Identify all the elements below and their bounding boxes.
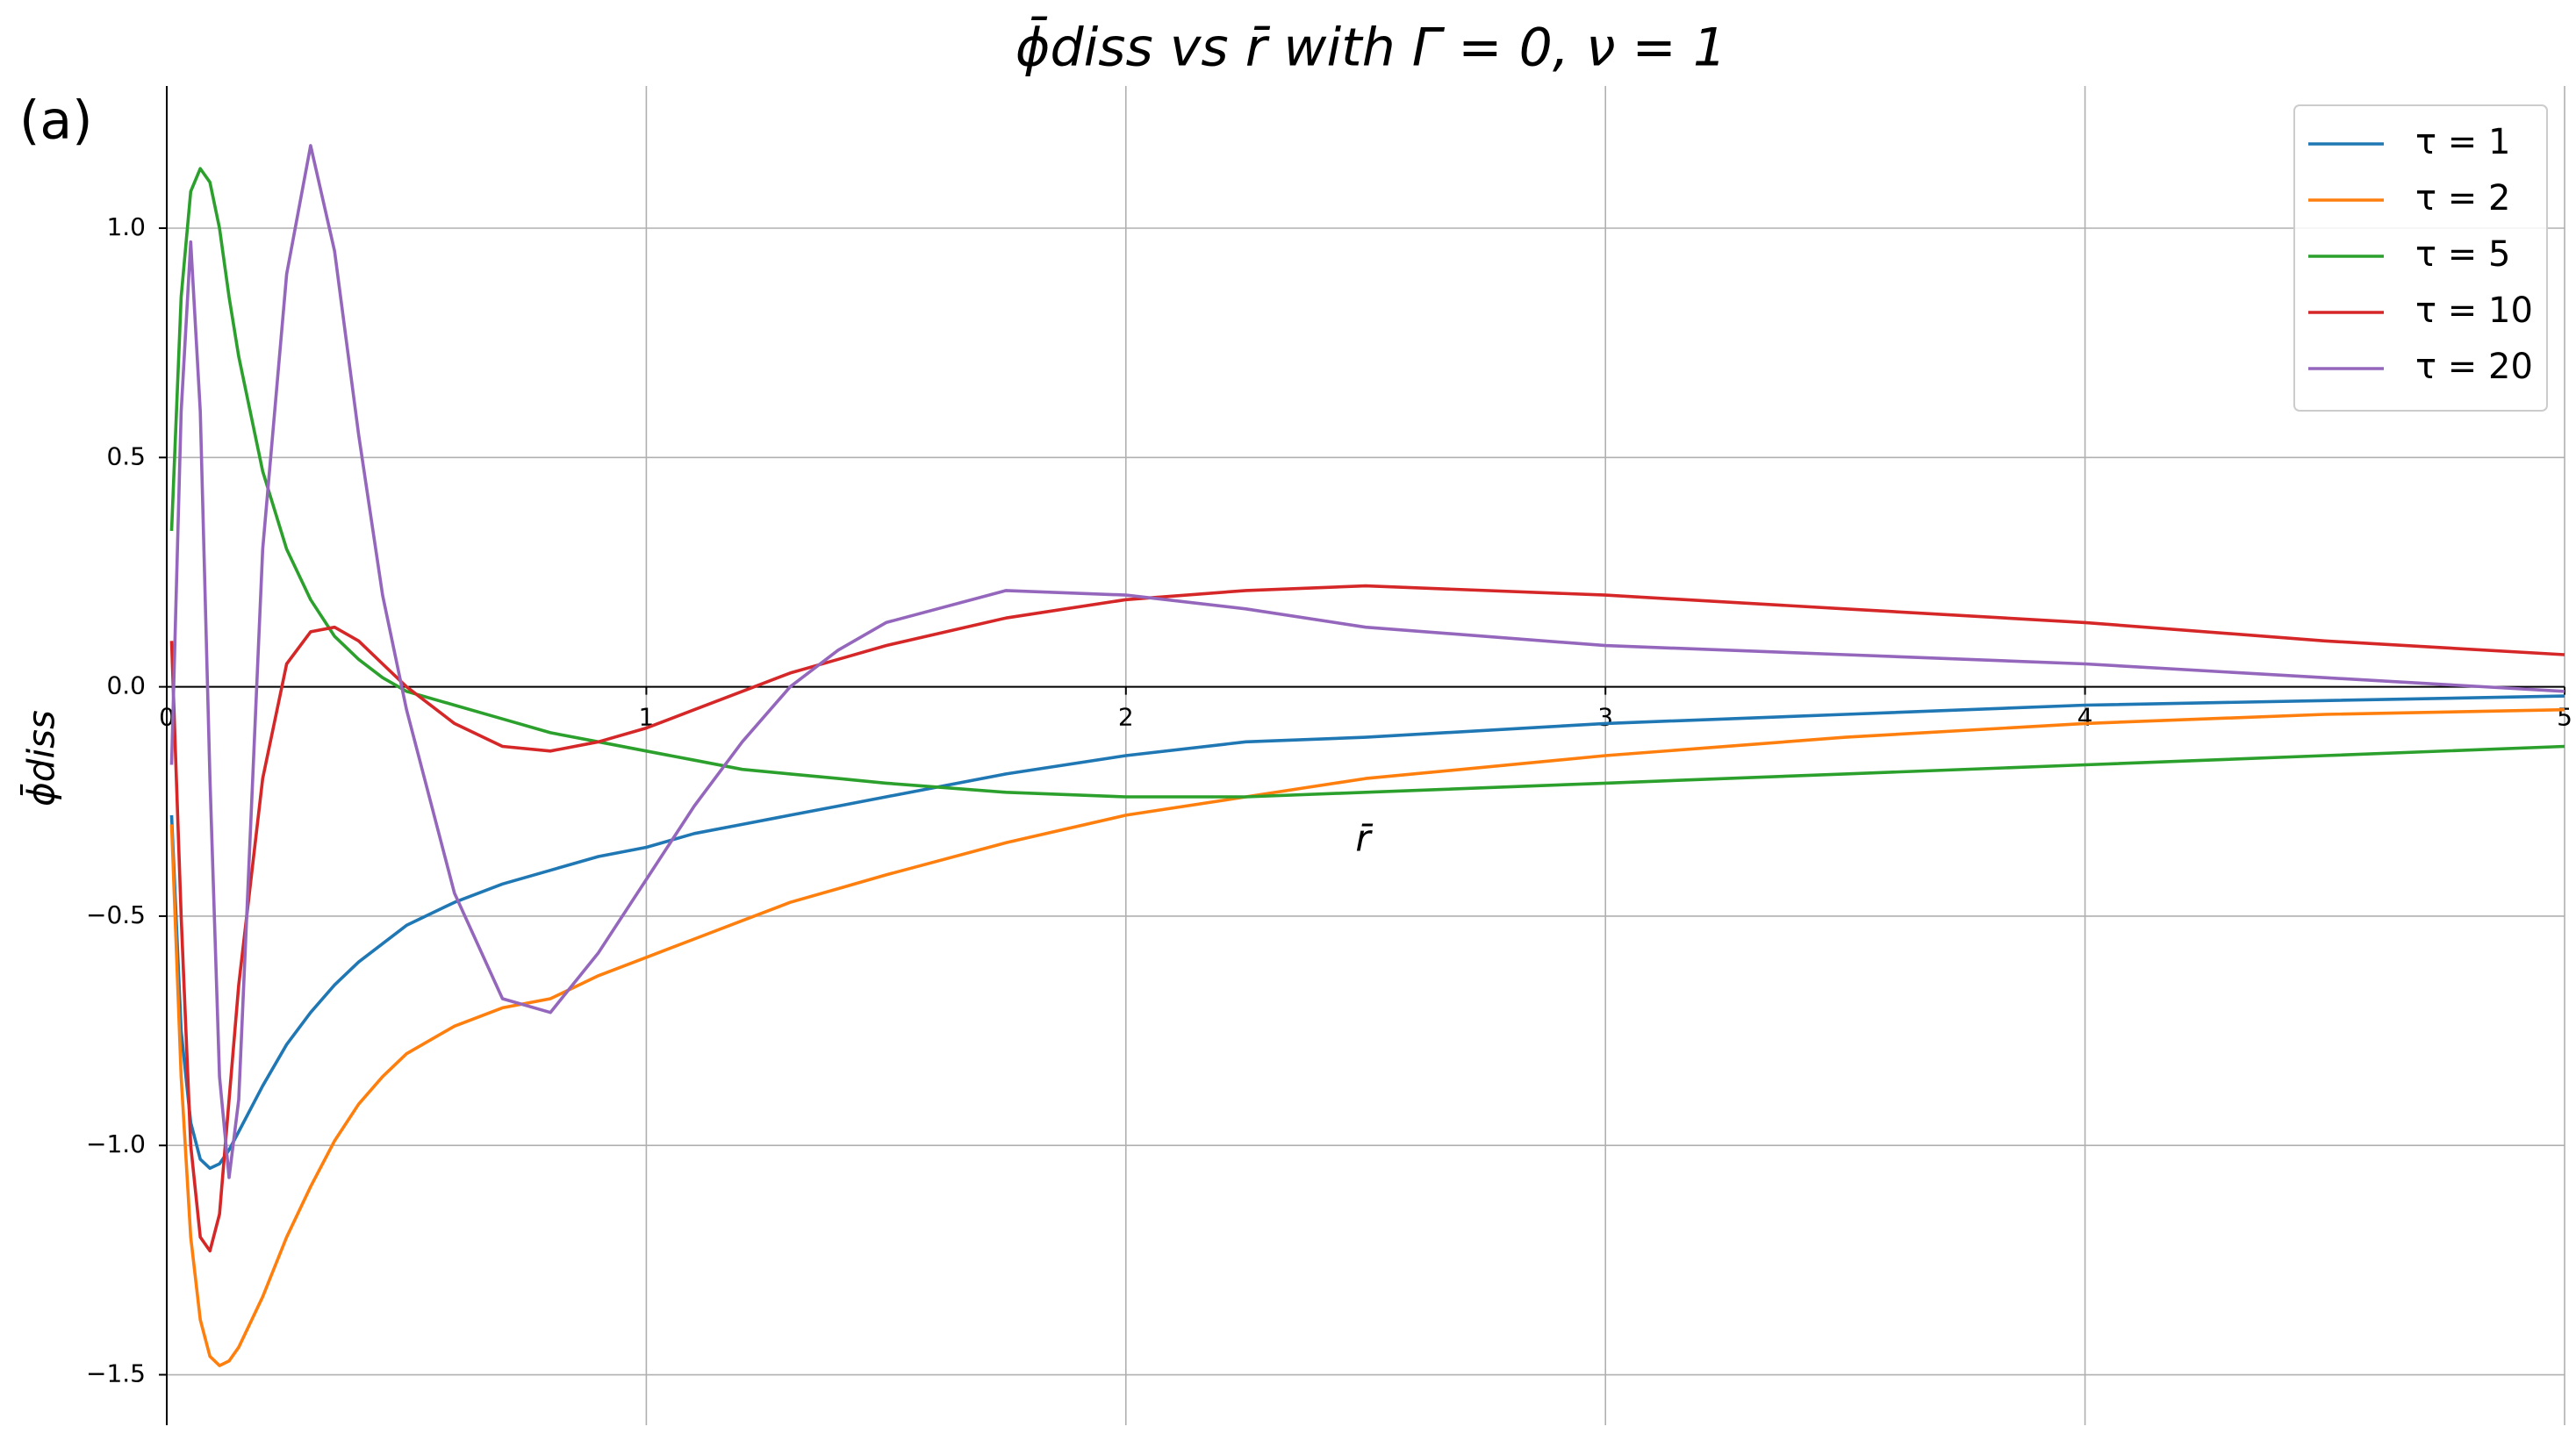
legend-label: τ = 5 [2415, 234, 2510, 275]
x-tick-label: 3 [1597, 703, 1613, 732]
legend: τ = 1 τ = 2 τ = 5 τ = 10 τ = 20 [2293, 104, 2548, 412]
line-series [169, 167, 2565, 799]
y-tick-label: 0.5 [106, 441, 146, 470]
legend-label: τ = 1 [2415, 122, 2510, 162]
y-tick-label: 0.0 [106, 671, 146, 700]
y-tick-label: −1.0 [86, 1129, 146, 1158]
y-tick-label: 1.0 [106, 212, 146, 241]
x-axis-label: r̄ [1355, 817, 1373, 860]
legend-label: τ = 20 [2415, 347, 2533, 387]
legend-label: τ = 10 [2415, 290, 2533, 331]
x-tick-label: 1 [638, 703, 654, 732]
line-series [169, 144, 2565, 1179]
legend-label: τ = 2 [2415, 178, 2510, 219]
x-tick-label: 2 [1118, 703, 1134, 732]
line-series [169, 584, 2565, 1253]
x-tick-label: 4 [2077, 703, 2093, 732]
legend-box [2293, 104, 2548, 412]
line-series [169, 707, 2565, 1367]
y-tick-label: −0.5 [86, 900, 146, 929]
x-tick-label: 0 [159, 703, 175, 732]
y-axis-label: ϕ̄diss [18, 710, 63, 807]
y-tick-label: −1.5 [86, 1359, 146, 1388]
x-tick-label: 5 [2557, 703, 2572, 732]
chart-title: ϕ̄diss vs r̄ with Γ = 0, ν = 1 [1015, 16, 1726, 79]
panel-label: (a) [19, 90, 93, 152]
line-series [169, 694, 2565, 1171]
